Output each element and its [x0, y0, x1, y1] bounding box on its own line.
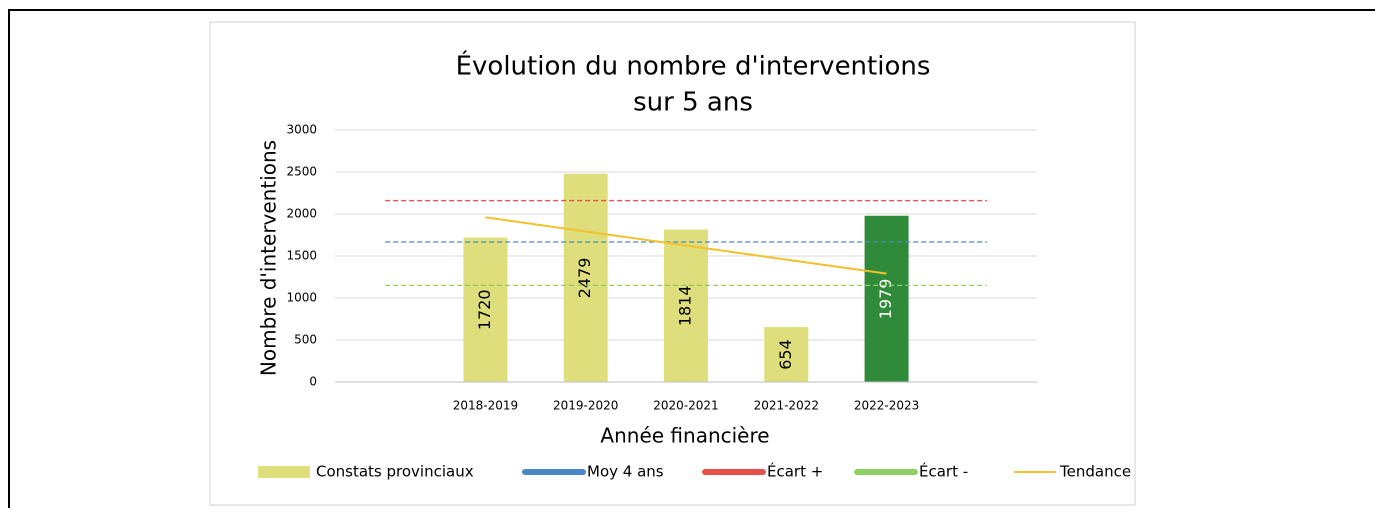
bar: [664, 229, 708, 382]
data-label: 1720: [475, 289, 494, 330]
x-tick-label: 2020-2021: [653, 399, 718, 413]
bar: [563, 173, 608, 382]
legend-label: Écart +: [767, 462, 823, 481]
y-axis-title: Nombre d'interventions: [257, 140, 281, 376]
legend-swatch: [258, 466, 310, 478]
data-label: 1979: [876, 279, 895, 320]
y-tick-label: 1000: [286, 291, 317, 305]
bar: [764, 327, 809, 382]
legend-label: Écart -: [919, 462, 968, 481]
x-tick-label: 2021-2022: [754, 399, 819, 413]
chart-title: sur 5 ans: [633, 88, 753, 118]
chart-title: Évolution du nombre d'interventions: [456, 50, 931, 82]
y-tick-label: 2500: [286, 165, 317, 179]
x-tick-label: 2022-2023: [854, 399, 919, 413]
y-tick-label: 0: [309, 375, 317, 389]
bar: [864, 215, 909, 382]
x-tick-label: 2018-2019: [453, 399, 518, 413]
x-axis-title: Année financière: [600, 424, 769, 448]
y-tick-label: 3000: [286, 123, 317, 137]
x-tick-label: 2019-2020: [553, 399, 618, 413]
legend-label: Moy 4 ans: [587, 463, 664, 481]
data-label: 1814: [676, 285, 695, 326]
bar: [463, 237, 508, 382]
data-label: 2479: [575, 258, 594, 299]
legend-label: Constats provinciaux: [316, 463, 474, 481]
y-tick-label: 1500: [286, 249, 317, 263]
legend-label: Tendance: [1059, 463, 1131, 481]
y-tick-label: 2000: [286, 207, 317, 221]
y-tick-label: 500: [294, 333, 317, 347]
trend-line: [485, 216, 887, 275]
data-label: 654: [776, 339, 795, 370]
